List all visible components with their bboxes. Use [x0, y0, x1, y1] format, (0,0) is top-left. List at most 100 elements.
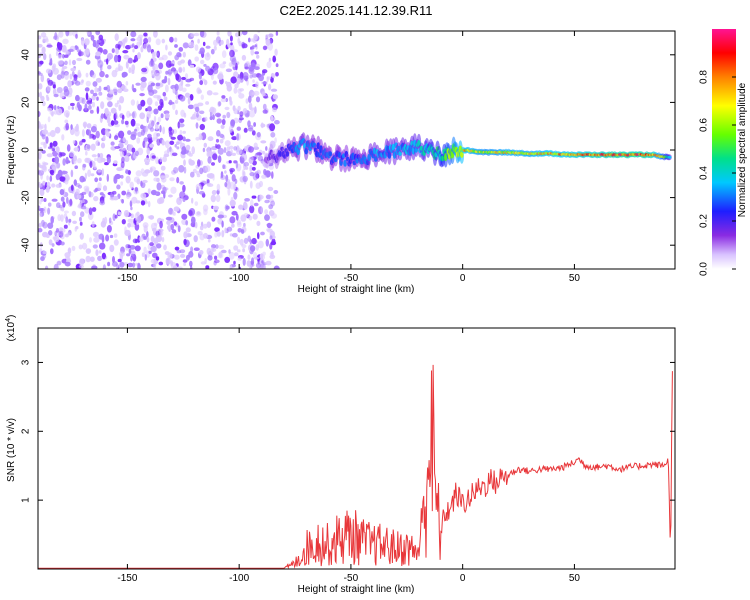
- noise-speckle: [124, 120, 129, 125]
- noise-speckle: [196, 87, 201, 95]
- noise-speckle: [88, 135, 93, 139]
- noise-speckle: [117, 44, 121, 49]
- noise-speckle: [237, 105, 241, 111]
- noise-speckle: [118, 130, 125, 139]
- noise-speckle: [132, 48, 135, 53]
- noise-speckle: [121, 156, 125, 164]
- noise-speckle: [175, 73, 180, 81]
- noise-speckle: [245, 98, 249, 104]
- noise-speckle: [42, 250, 47, 255]
- noise-speckle: [42, 35, 49, 42]
- noise-speckle: [156, 235, 160, 239]
- noise-speckle: [268, 204, 274, 210]
- noise-speckle: [91, 265, 98, 269]
- noise-speckle: [86, 129, 92, 136]
- noise-speckle: [156, 132, 161, 137]
- noise-speckle: [130, 206, 133, 211]
- noise-speckle: [119, 150, 125, 158]
- noise-speckle: [39, 188, 45, 197]
- noise-speckle: [121, 147, 126, 151]
- noise-speckle: [262, 103, 267, 111]
- noise-speckle: [259, 194, 262, 202]
- colorbar-tick-label: 0.2: [699, 214, 710, 228]
- noise-speckle: [224, 106, 230, 111]
- noise-speckle: [228, 249, 231, 254]
- noise-speckle: [174, 44, 178, 48]
- colorbar-tick-label: 0.8: [699, 70, 710, 84]
- snr-ylabel: SNR (10 * v/v): [6, 418, 17, 482]
- noise-speckle: [72, 220, 77, 224]
- noise-speckle: [198, 250, 204, 255]
- noise-speckle: [129, 44, 134, 49]
- noise-speckle: [208, 173, 215, 179]
- noise-speckle: [93, 196, 99, 202]
- noise-speckle: [213, 45, 217, 51]
- noise-speckle: [143, 32, 148, 37]
- noise-speckle: [74, 80, 81, 86]
- noise-speckle: [131, 196, 138, 204]
- noise-speckle: [225, 205, 230, 210]
- noise-speckle: [173, 206, 180, 212]
- noise-speckle: [171, 67, 176, 72]
- noise-speckle: [243, 222, 246, 228]
- noise-speckle: [199, 110, 205, 115]
- noise-speckle: [229, 264, 233, 269]
- noise-speckle: [231, 174, 236, 182]
- noise-speckle: [243, 127, 248, 133]
- noise-speckle: [271, 238, 276, 245]
- noise-speckle: [255, 182, 261, 189]
- noise-speckle: [199, 80, 204, 86]
- noise-speckle: [184, 73, 189, 79]
- noise-speckle: [253, 122, 256, 127]
- noise-speckle: [226, 226, 233, 232]
- noise-speckle: [264, 214, 270, 222]
- noise-speckle: [257, 155, 264, 162]
- noise-speckle: [218, 101, 222, 107]
- noise-speckle: [87, 169, 92, 177]
- colorbar-gradient: [712, 29, 736, 269]
- noise-speckle: [200, 94, 204, 100]
- noise-speckle: [108, 217, 112, 224]
- noise-speckle: [90, 70, 95, 76]
- noise-speckle: [97, 255, 103, 262]
- noise-speckle: [84, 207, 90, 214]
- noise-speckle: [178, 47, 184, 52]
- noise-speckle: [70, 184, 74, 191]
- noise-speckle: [214, 227, 220, 233]
- noise-speckle: [248, 67, 255, 75]
- noise-speckle: [39, 213, 42, 218]
- noise-speckle: [164, 251, 170, 256]
- noise-speckle: [250, 199, 254, 207]
- noise-speckle: [97, 182, 102, 191]
- noise-speckle: [168, 101, 175, 105]
- noise-speckle: [80, 211, 85, 218]
- noise-speckle: [216, 183, 221, 192]
- noise-speckle: [196, 173, 201, 178]
- noise-speckle: [50, 216, 54, 224]
- noise-speckle: [82, 163, 87, 168]
- noise-speckle: [62, 54, 65, 59]
- noise-speckle: [111, 48, 115, 53]
- noise-speckle: [144, 254, 147, 261]
- x-tick-label: -150: [117, 573, 137, 584]
- noise-speckle: [66, 232, 71, 236]
- noise-speckle: [226, 81, 232, 88]
- noise-speckle: [92, 81, 98, 87]
- noise-speckle: [164, 75, 168, 83]
- noise-speckle: [275, 72, 279, 77]
- noise-speckle: [178, 165, 185, 173]
- noise-speckle: [199, 31, 205, 38]
- noise-speckle: [179, 129, 183, 136]
- noise-speckle: [40, 219, 45, 227]
- noise-speckle: [270, 88, 278, 92]
- noise-speckle: [150, 189, 157, 196]
- noise-speckle: [38, 110, 41, 118]
- noise-speckle: [262, 45, 268, 51]
- noise-speckle: [155, 72, 161, 81]
- noise-speckle: [38, 83, 43, 90]
- noise-speckle: [264, 199, 270, 204]
- noise-speckle: [91, 207, 97, 212]
- noise-speckle: [113, 160, 118, 165]
- noise-speckle: [117, 258, 122, 263]
- noise-speckle: [182, 130, 186, 134]
